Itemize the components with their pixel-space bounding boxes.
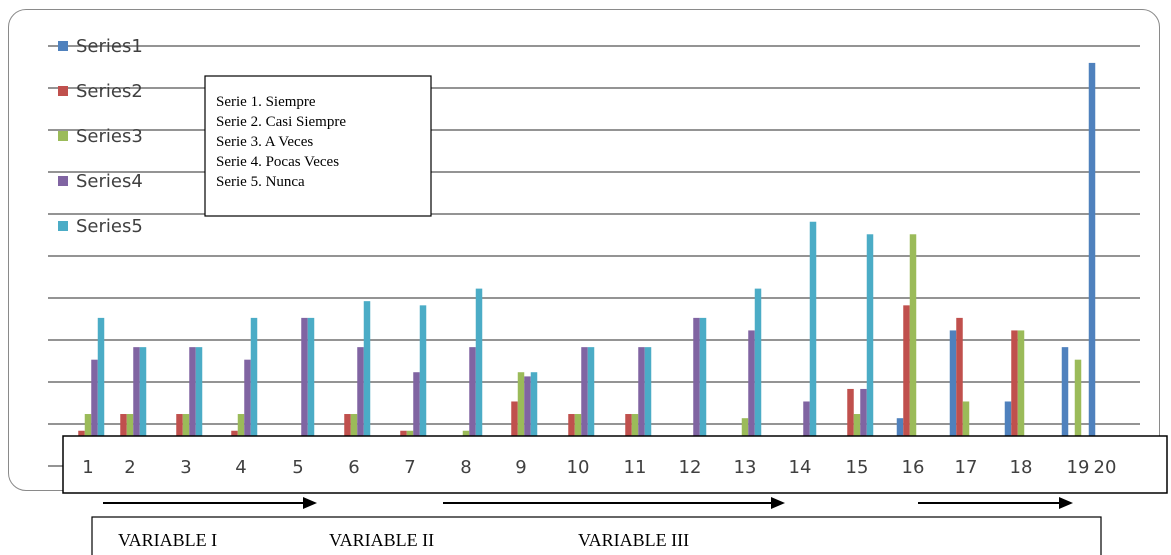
- bar-series5-cat-3: [195, 347, 203, 460]
- variable-arrow-head: [1059, 497, 1073, 509]
- bar-series4-cat-6: [357, 347, 364, 460]
- bar-series1-cat-20: [1088, 62, 1096, 461]
- variable-arrows: [103, 497, 1073, 509]
- bar-series2-cat-18: [1011, 330, 1018, 460]
- bar-series4-cat-13: [748, 330, 755, 460]
- bar-series5-cat-2: [139, 347, 147, 460]
- note-box-border: [204, 75, 432, 217]
- bar-series4-cat-12: [693, 317, 700, 460]
- bar-series4-cat-9: [524, 376, 531, 460]
- x-tick-label: 12: [679, 457, 702, 478]
- note-line: Serie 1. Siempre: [216, 94, 316, 110]
- x-tick-label: 3: [180, 457, 191, 478]
- bar-series2-cat-15: [847, 388, 854, 460]
- x-tick-label: 14: [789, 457, 812, 478]
- variable-label: VARIABLE III: [578, 530, 689, 550]
- legend-label-series5: Series5: [76, 216, 143, 237]
- variable-label: VARIABLE I: [118, 530, 217, 550]
- bar-series4-cat-5: [301, 317, 308, 460]
- legend: Series1 Series2 Series3 Series4 Series5: [58, 36, 143, 237]
- x-tick-label: 16: [902, 457, 925, 478]
- legend-label-series2: Series2: [76, 81, 143, 102]
- legend-swatch-series1: [58, 41, 68, 51]
- variable-label: VARIABLE II: [329, 530, 434, 550]
- bar-series5-cat-5: [307, 317, 315, 460]
- x-tick-label: 18: [1010, 457, 1033, 478]
- bar-series5-cat-15: [866, 234, 874, 460]
- bar-series5-cat-7: [419, 305, 427, 460]
- variable-arrow-head: [771, 497, 785, 509]
- bar-series4-cat-11: [638, 347, 645, 460]
- bar-series1-cat-19: [1061, 347, 1069, 460]
- note-line: Serie 2. Casi Siempre: [216, 114, 346, 130]
- x-axis-box: 1 2 3 4 5 6 7 8 9 10 11 12 13 14 15 16 17 18 19 20: [62, 435, 1168, 494]
- bar-series3-cat-19: [1074, 359, 1082, 460]
- x-tick-label: 11: [624, 457, 647, 478]
- bar-series2-cat-16: [903, 305, 910, 460]
- bar-series5-cat-11: [644, 347, 652, 460]
- bar-series1-cat-17: [949, 330, 957, 460]
- variable-box: VARIABLE I VARIABLE II VARIABLE III: [91, 516, 1102, 555]
- bar-series5-cat-9: [530, 372, 538, 460]
- legend-label-series4: Series4: [76, 171, 143, 192]
- bar-series4-cat-8: [469, 347, 476, 460]
- bar-series3-cat-16: [909, 234, 917, 460]
- legend-label-series3: Series3: [76, 126, 143, 147]
- bar-series5-cat-10: [587, 347, 595, 460]
- variable-arrow-head: [303, 497, 317, 509]
- bar-series4-cat-14: [803, 401, 810, 460]
- x-tick-label: 1: [82, 457, 93, 478]
- bar-series4-cat-2: [133, 347, 140, 460]
- x-tick-label: 9: [515, 457, 526, 478]
- bar-series3-cat-18: [1017, 330, 1025, 460]
- x-tick-label: 4: [235, 457, 246, 478]
- legend-swatch-series2: [58, 86, 68, 96]
- legend-label-series1: Series1: [76, 36, 143, 57]
- bar-series5-cat-12: [699, 317, 707, 460]
- bar-series5-cat-8: [475, 288, 483, 460]
- legend-swatch-series5: [58, 221, 68, 231]
- bar-series5-cat-4: [250, 317, 258, 460]
- bar-series4-cat-3: [189, 347, 196, 460]
- bar-series4-cat-10: [581, 347, 588, 460]
- x-tick-label: 20: [1094, 457, 1117, 478]
- bar-series4-cat-4: [244, 359, 251, 460]
- bar-series2-cat-9: [511, 401, 518, 460]
- bar-series4-cat-1: [91, 359, 98, 460]
- x-tick-label: 10: [567, 457, 590, 478]
- x-tick-label: 8: [460, 457, 471, 478]
- bar-series5-cat-13: [754, 288, 762, 460]
- x-tick-label: 19: [1067, 457, 1090, 478]
- legend-swatch-series4: [58, 176, 68, 186]
- x-tick-label: 6: [348, 457, 359, 478]
- series-note-box: Serie 1. Siempre Serie 2. Casi Siempre Ser…: [204, 75, 432, 217]
- variable-box-border: [91, 516, 1102, 555]
- bar-series5-cat-6: [363, 301, 371, 460]
- bar-series5-cat-1: [97, 317, 105, 460]
- bar-series4-cat-15: [860, 388, 867, 460]
- x-axis-box-border: [62, 435, 1168, 494]
- bar-series5-cat-14: [809, 221, 817, 460]
- bar-series1-cat-18: [1004, 401, 1012, 460]
- note-line: Serie 5. Nunca: [216, 174, 305, 190]
- x-tick-label: 17: [955, 457, 978, 478]
- bar-series4-cat-7: [413, 372, 420, 460]
- x-tick-label: 13: [734, 457, 757, 478]
- bar-series2-cat-17: [956, 317, 963, 460]
- x-tick-label: 5: [292, 457, 303, 478]
- note-line: Serie 4. Pocas Veces: [216, 154, 339, 170]
- x-tick-label: 2: [124, 457, 135, 478]
- bar-series3-cat-17: [962, 401, 970, 460]
- legend-swatch-series3: [58, 131, 68, 141]
- bar-series3-cat-9: [517, 372, 525, 460]
- x-tick-label: 7: [404, 457, 415, 478]
- note-line: Serie 3. A Veces: [216, 134, 313, 150]
- x-tick-label: 15: [846, 457, 869, 478]
